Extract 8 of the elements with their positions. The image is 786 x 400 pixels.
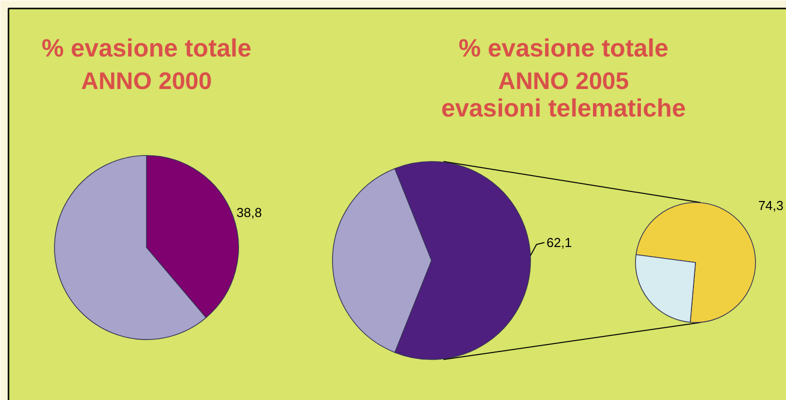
data-label: 38,8 <box>236 205 262 220</box>
chart-title: evasioni telematiche <box>441 94 686 122</box>
data-label: 74,3 <box>758 198 784 213</box>
chart-subtitle: ANNO 2005 <box>498 68 629 95</box>
chart-subtitle: ANNO 2000 <box>81 68 212 95</box>
chart-title: % evasione totale <box>42 34 252 62</box>
chart-title: % evasione totale <box>458 34 668 62</box>
data-label: 62,1 <box>546 235 572 250</box>
